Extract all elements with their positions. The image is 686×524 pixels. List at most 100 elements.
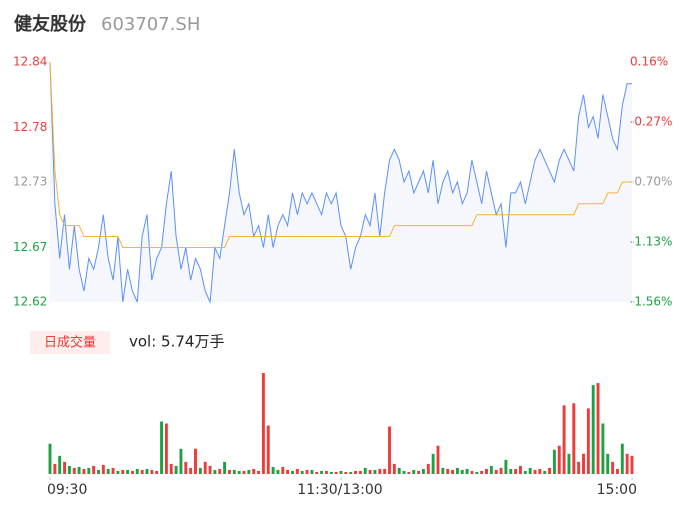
volume-bar	[198, 467, 202, 474]
volume-bar	[155, 470, 159, 474]
volume-bar	[135, 468, 139, 474]
volume-bar	[257, 470, 261, 474]
volume-bar	[320, 470, 324, 474]
volume-bar	[334, 471, 338, 474]
volume-bar	[242, 470, 246, 474]
volume-bar	[480, 470, 484, 474]
volume-bar	[295, 468, 299, 474]
volume-bar	[58, 455, 62, 474]
volume-bar	[412, 469, 416, 474]
volume-bar	[97, 469, 100, 474]
volume-bar	[208, 465, 212, 474]
volume-bar	[615, 468, 619, 474]
volume-bar	[358, 470, 362, 474]
volume-bar	[281, 466, 285, 474]
volume-bar	[237, 470, 241, 474]
volume-bar	[528, 467, 532, 474]
volume-bar	[276, 469, 280, 474]
volume-bar	[465, 468, 469, 474]
volume-bar	[446, 468, 450, 474]
volume-bar	[407, 471, 411, 474]
volume-bar	[504, 459, 508, 474]
badge-bg	[30, 331, 110, 354]
volume-bar	[203, 461, 207, 474]
volume-bar	[339, 470, 343, 474]
volume-bar	[53, 463, 57, 474]
volume-bar	[591, 385, 595, 474]
volume-bar	[523, 470, 527, 474]
volume-bar	[562, 405, 566, 474]
volume-bar	[67, 465, 71, 474]
volume-bar	[174, 465, 178, 474]
volume-bar	[87, 467, 91, 474]
volume-bar	[436, 445, 440, 474]
y2-tick-label: -0.70%	[630, 175, 672, 189]
volume-bar	[48, 443, 52, 474]
volume-bar	[572, 403, 576, 474]
volume-bar	[567, 453, 571, 474]
volume-bar	[548, 467, 552, 474]
volume-bar	[218, 468, 222, 474]
stock-name: 健友股份	[14, 13, 87, 35]
volume-bar	[485, 468, 488, 474]
volume-bar	[368, 469, 372, 474]
volume-bar	[388, 426, 391, 474]
volume-bar	[77, 466, 81, 474]
volume-bar	[184, 461, 188, 474]
volume-bar	[145, 468, 149, 474]
volume-bar	[252, 468, 256, 474]
volume-bar	[509, 468, 513, 474]
volume-bar	[213, 469, 217, 474]
price-area	[50, 62, 632, 302]
volume-bar	[121, 469, 125, 474]
volume-bar	[455, 467, 459, 474]
volume-bar	[494, 469, 498, 474]
volume-bar	[223, 461, 227, 474]
volume-bar	[499, 467, 503, 474]
volume-bar	[266, 425, 270, 474]
volume-bar	[140, 469, 144, 474]
volume-bar	[232, 469, 236, 474]
volume-bar	[417, 470, 421, 474]
volume-bar	[300, 470, 304, 474]
y2-tick-label: -1.13%	[630, 235, 672, 249]
volume-bar	[606, 453, 610, 474]
volume-bar	[271, 466, 275, 474]
volume-bar	[489, 465, 493, 474]
volume-bar	[349, 471, 353, 474]
volume-bar	[189, 467, 193, 474]
volume-bar	[611, 461, 615, 474]
volume-bar	[543, 470, 547, 474]
volume-bar	[179, 448, 183, 474]
price-line	[49, 61, 632, 304]
volume-bar	[518, 465, 522, 474]
volume-bar	[451, 469, 455, 474]
y-tick-label: 12.73	[13, 175, 47, 189]
x-tick-label: 15:00	[597, 482, 637, 498]
volume-badge: 日成交量	[44, 335, 96, 351]
y-tick-label: 12.78	[13, 120, 47, 134]
volume-bar	[460, 469, 464, 474]
volume-bar	[291, 470, 294, 474]
volume-bar	[378, 468, 382, 474]
volume-bar	[247, 469, 251, 474]
volume-bar	[329, 471, 333, 474]
volume-bar	[392, 463, 396, 474]
volume-bar	[261, 373, 265, 474]
volume-bar	[72, 467, 76, 474]
x-tick-label: 11:30/13:00	[297, 482, 382, 498]
volume-bar	[402, 470, 406, 474]
volume-bar	[130, 470, 134, 474]
volume-bar	[475, 471, 479, 474]
y2-tick-label: 0.16%	[630, 55, 668, 69]
volume-bar	[538, 468, 542, 474]
volume-bar	[470, 470, 474, 474]
volume-bar	[164, 423, 168, 474]
volume-bar	[227, 469, 231, 474]
volume-bar	[577, 461, 581, 474]
volume-bar	[514, 468, 518, 474]
volume-bar	[383, 468, 387, 474]
y-tick-label: 12.84	[13, 55, 47, 69]
volume-bar	[426, 463, 430, 474]
average-line	[49, 61, 632, 248]
